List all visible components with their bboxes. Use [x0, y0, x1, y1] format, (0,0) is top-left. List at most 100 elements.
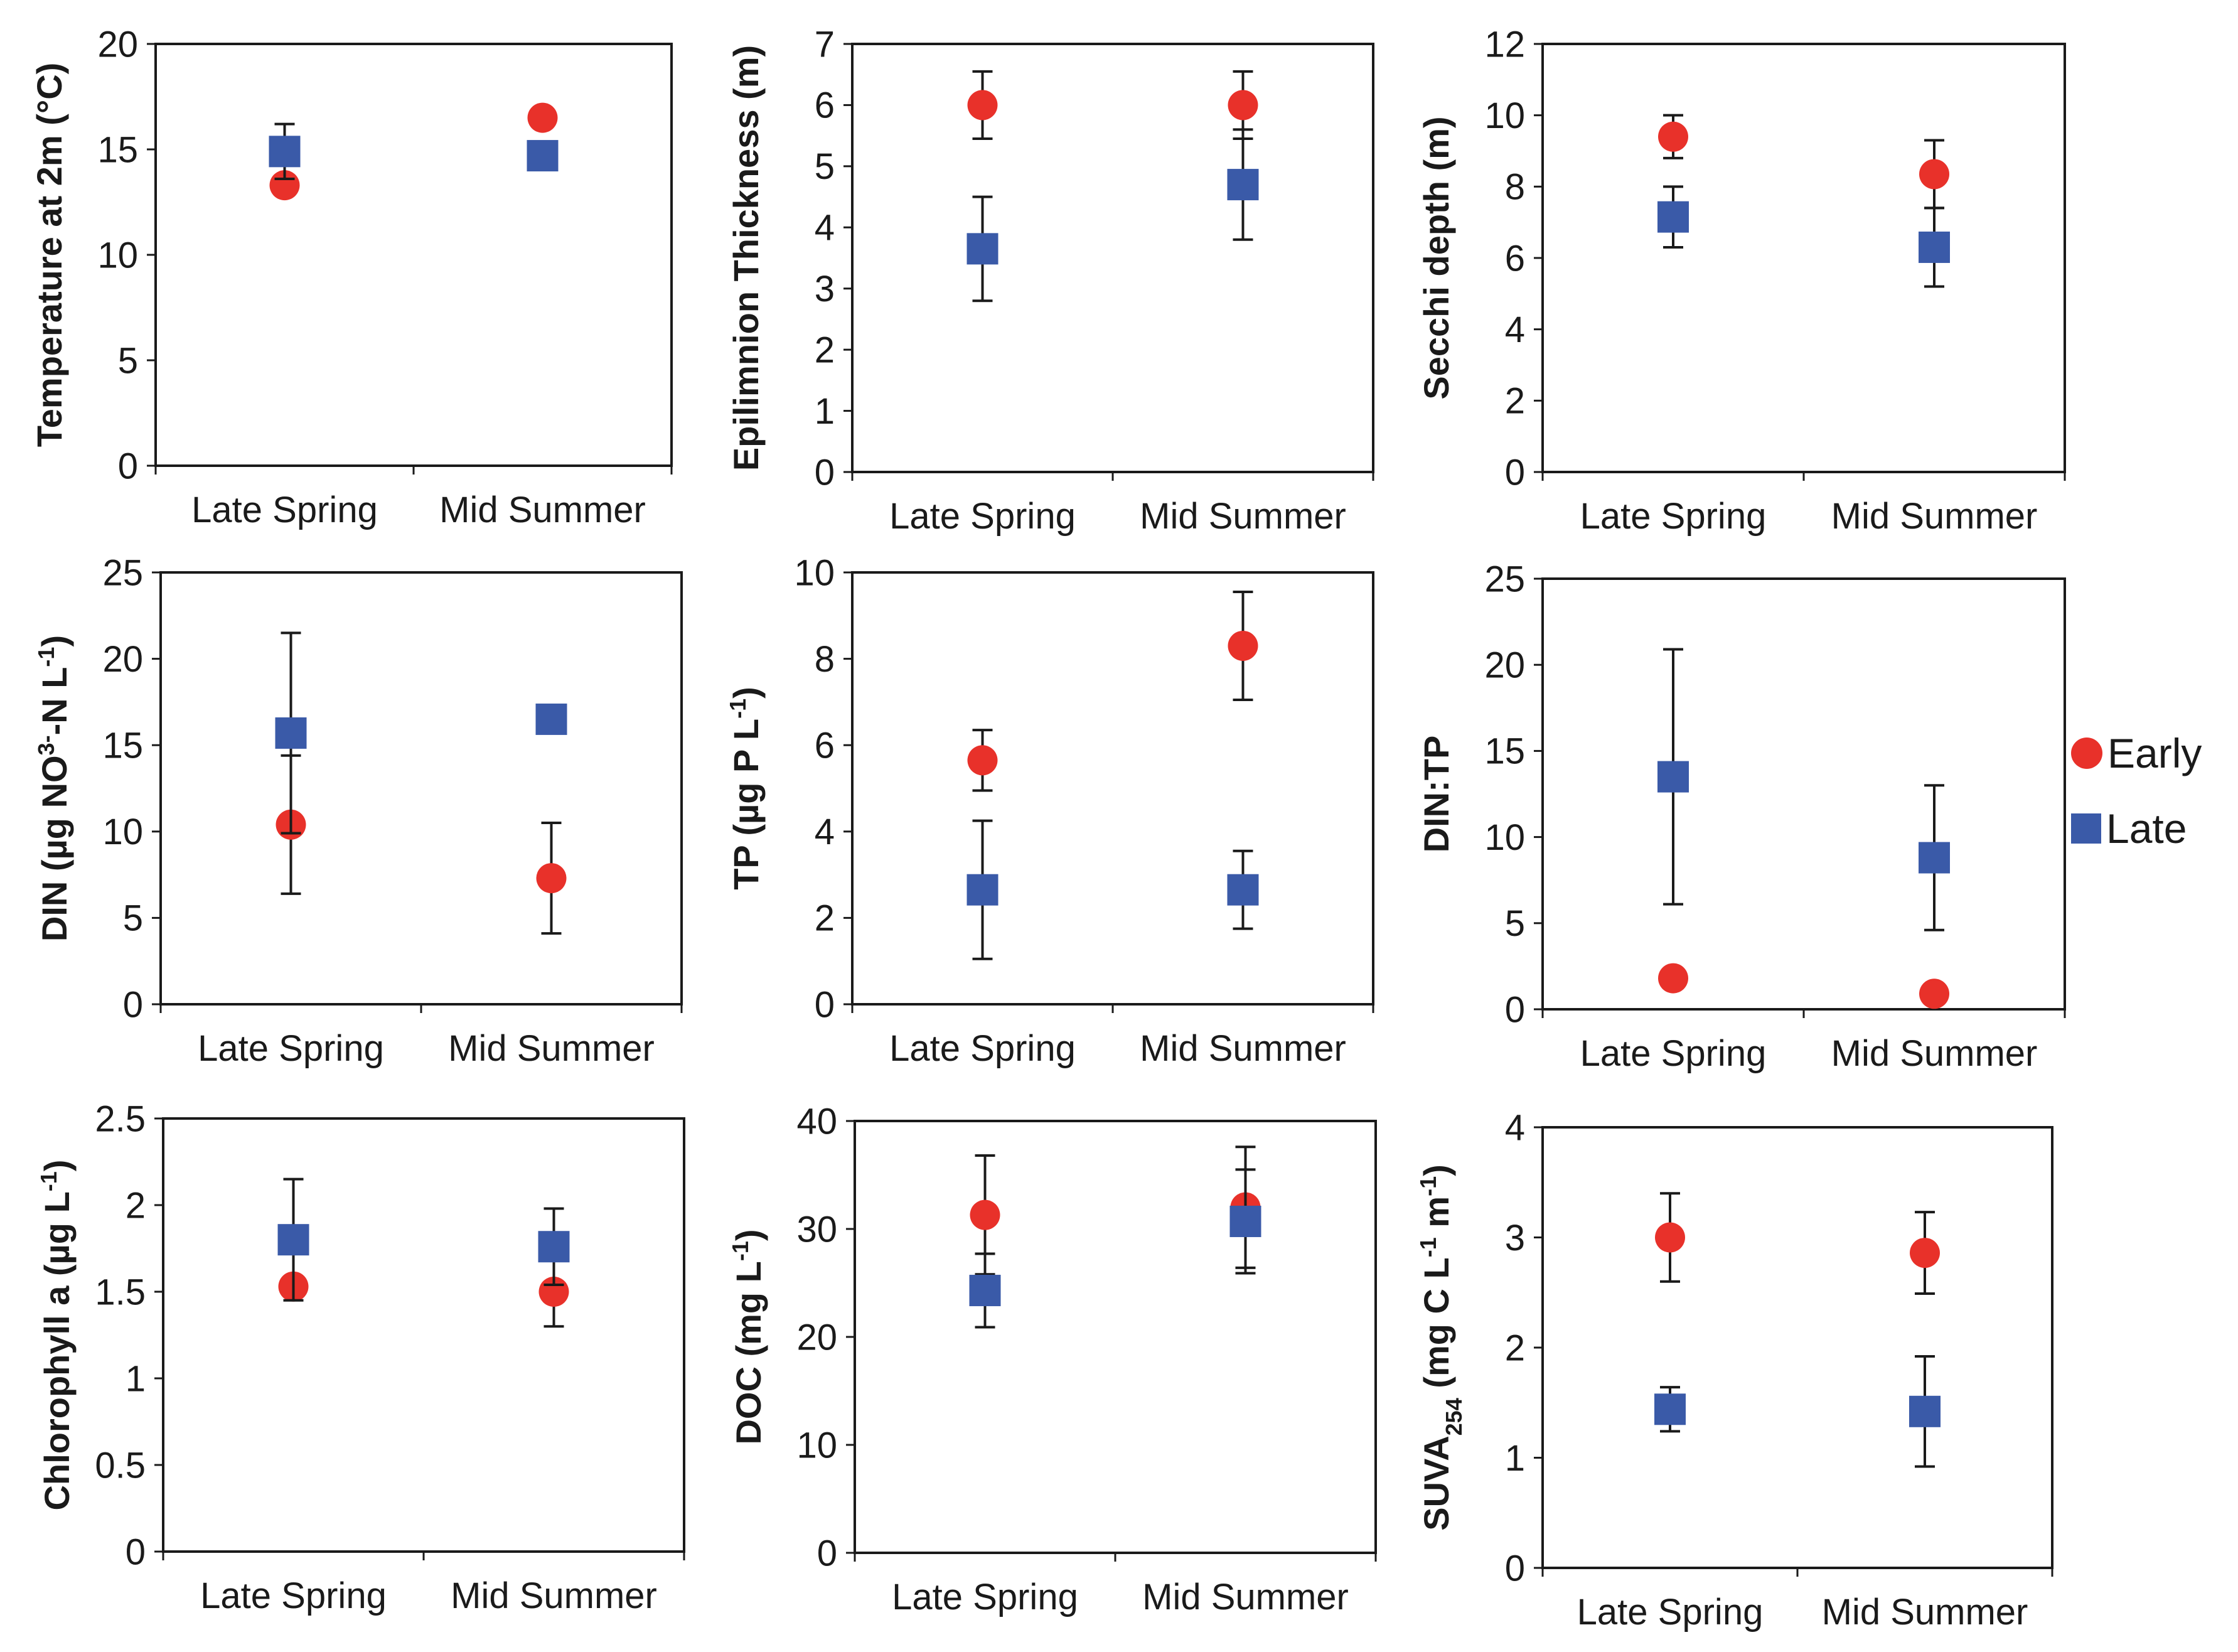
point-early [536, 863, 567, 894]
y-tick-label: 10 [794, 552, 835, 593]
point-late [966, 874, 999, 906]
y-tick-label: 5 [118, 340, 138, 381]
y-tick-label: 0 [815, 452, 835, 493]
point-late [966, 233, 999, 265]
y-tick-label: 2 [1505, 381, 1525, 422]
point-early [1228, 630, 1258, 661]
panel-row2-col1: 0 5 10 15 20 25 Late Spring Mid Summer DIN (µg N… [33, 552, 683, 1069]
y-axis-title: DIN:TP [1416, 736, 1456, 853]
y-tick-label: 1 [126, 1358, 146, 1399]
y-tick-label: 12 [1484, 24, 1525, 65]
y-axis-title: Chlorophyll a (µg L-1) [36, 1160, 77, 1511]
panel-row1-col3: 0 2 4 6 8 10 12 Late Spring Mid Summer Secchi dep… [1416, 24, 2066, 537]
point-late [1227, 874, 1259, 906]
point-late [1657, 201, 1689, 233]
panel-row2-col2: 0 2 4 6 8 10 Late Spring Mid Summer TP (µg P L-1… [725, 552, 1374, 1069]
x-category-label: Late Spring [191, 490, 378, 530]
x-category-label: Late Spring [889, 1028, 1076, 1069]
point-early [1658, 121, 1688, 152]
y-tick-label: 8 [815, 639, 835, 680]
y-axis-title: SUVA254 (mg C L-1 m-1) [1415, 1164, 1467, 1531]
legend-item-late: Late [2071, 791, 2234, 866]
y-tick-label: 10 [796, 1425, 837, 1466]
y-tick-label: 4 [1505, 1107, 1525, 1148]
y-tick-label: 10 [1484, 817, 1525, 858]
panel-row2-col3: 0 5 10 15 20 25 Late Spring Mid Summer DIN:TP [1416, 559, 2066, 1074]
point-late [269, 136, 301, 168]
x-category-label: Late Spring [1580, 1033, 1767, 1074]
y-tick-label: 1 [815, 391, 835, 432]
x-category-label: Mid Summer [451, 1575, 657, 1616]
legend-label-early: Early [2107, 730, 2202, 776]
legend-item-early: Early [2071, 716, 2234, 791]
y-tick-label: 1.5 [95, 1272, 146, 1312]
y-tick-label: 20 [102, 639, 143, 680]
point-early [527, 102, 558, 133]
y-tick-label: 0 [817, 1533, 837, 1574]
early-circle-icon [2071, 738, 2102, 769]
y-axis-title: TP (µg P L-1) [725, 687, 766, 890]
legend-label-late: Late [2106, 805, 2187, 852]
y-tick-label: 30 [796, 1209, 837, 1250]
x-category-label: Mid Summer [1140, 1028, 1346, 1069]
plot-frame [1541, 43, 2066, 473]
point-late [527, 140, 559, 172]
x-category-label: Late Spring [889, 496, 1076, 537]
point-late [1229, 1205, 1261, 1237]
late-square-icon [2071, 813, 2101, 844]
y-tick-label: 7 [815, 24, 835, 65]
y-tick-label: 5 [815, 146, 835, 187]
y-tick-label: 25 [102, 552, 143, 593]
x-category-label: Late Spring [1580, 496, 1767, 537]
plot-frame [851, 43, 1374, 473]
y-tick-label: 15 [97, 129, 138, 170]
y-tick-label: 20 [1484, 645, 1525, 686]
x-category-label: Mid Summer [1831, 1033, 2038, 1074]
y-tick-label: 10 [97, 235, 138, 276]
y-tick-label: 6 [1505, 238, 1525, 279]
y-tick-label: 2 [815, 898, 835, 939]
y-tick-label: 0 [815, 984, 835, 1025]
point-early [1658, 963, 1688, 994]
y-tick-label: 2.5 [95, 1098, 146, 1139]
plot-frame [159, 571, 683, 1006]
y-tick-label: 5 [1505, 903, 1525, 944]
y-axis-title: DOC (mg L-1) [727, 1229, 769, 1444]
point-late [1909, 1395, 1941, 1427]
x-category-label: Mid Summer [1831, 496, 2038, 537]
y-tick-label: 6 [815, 85, 835, 126]
y-tick-label: 4 [1505, 309, 1525, 350]
panel-row3-col3: 0 1 2 3 4 Late Spring Mid Summer SUVA254 (mg C … [1415, 1107, 2053, 1633]
plot-frame [154, 43, 673, 467]
y-tick-label: 2 [126, 1185, 146, 1226]
y-tick-label: 0 [1505, 452, 1525, 493]
y-tick-label: 40 [796, 1101, 837, 1142]
y-tick-label: 8 [1505, 167, 1525, 208]
y-axis-title: Secchi depth (m) [1416, 116, 1456, 399]
point-late [1657, 761, 1689, 793]
point-late [1227, 169, 1259, 201]
point-early [967, 90, 998, 121]
point-early [967, 745, 998, 776]
point-early [1910, 1238, 1940, 1268]
panel-row3-col1: 0 0.5 1 1.5 2 2.5 Late Spring Mid Summer Chlorop… [36, 1098, 685, 1616]
y-tick-label: 2 [1505, 1328, 1525, 1368]
x-category-label: Late Spring [198, 1028, 384, 1069]
y-tick-label: 3 [1505, 1218, 1525, 1258]
y-tick-label: 3 [815, 269, 835, 309]
y-tick-label: 15 [102, 726, 143, 766]
plot-frame [1541, 577, 2066, 1011]
point-early [970, 1199, 1000, 1230]
plot-frame [162, 1117, 685, 1553]
point-early [1228, 90, 1258, 121]
y-tick-label: 20 [97, 24, 138, 65]
point-late [969, 1275, 1001, 1307]
y-tick-label: 10 [102, 812, 143, 852]
y-tick-label: 0 [118, 446, 138, 486]
plot-frame [851, 571, 1374, 1006]
y-tick-label: 10 [1484, 95, 1525, 136]
panel-row3-col2: 0 10 20 30 40 Late Spring Mid Summer DOC (mg L-… [727, 1101, 1377, 1617]
point-late [1919, 231, 1950, 263]
point-late [538, 1231, 570, 1263]
